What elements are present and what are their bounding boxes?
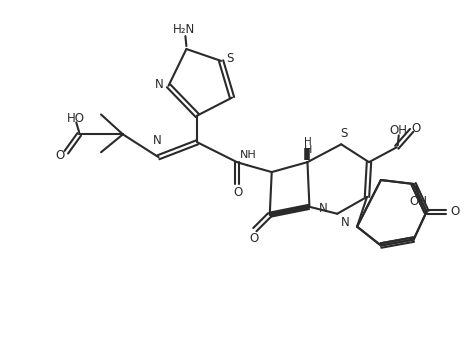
Text: N: N <box>340 216 349 229</box>
Text: H: H <box>303 137 311 147</box>
Text: O: O <box>56 149 65 162</box>
Text: H: H <box>304 145 313 155</box>
Text: NH: NH <box>239 150 256 160</box>
Text: OH: OH <box>390 124 408 137</box>
Text: O: O <box>249 232 258 245</box>
Text: N: N <box>153 134 162 147</box>
Text: O: O <box>233 186 243 199</box>
Text: H₂N: H₂N <box>173 23 196 36</box>
Text: S: S <box>340 127 348 140</box>
Text: N: N <box>319 202 328 215</box>
Text: OH: OH <box>410 195 428 209</box>
Text: S: S <box>227 52 234 66</box>
Text: O: O <box>451 205 460 218</box>
Text: O: O <box>411 122 420 135</box>
Text: HO: HO <box>67 112 85 125</box>
Text: N: N <box>155 78 164 91</box>
